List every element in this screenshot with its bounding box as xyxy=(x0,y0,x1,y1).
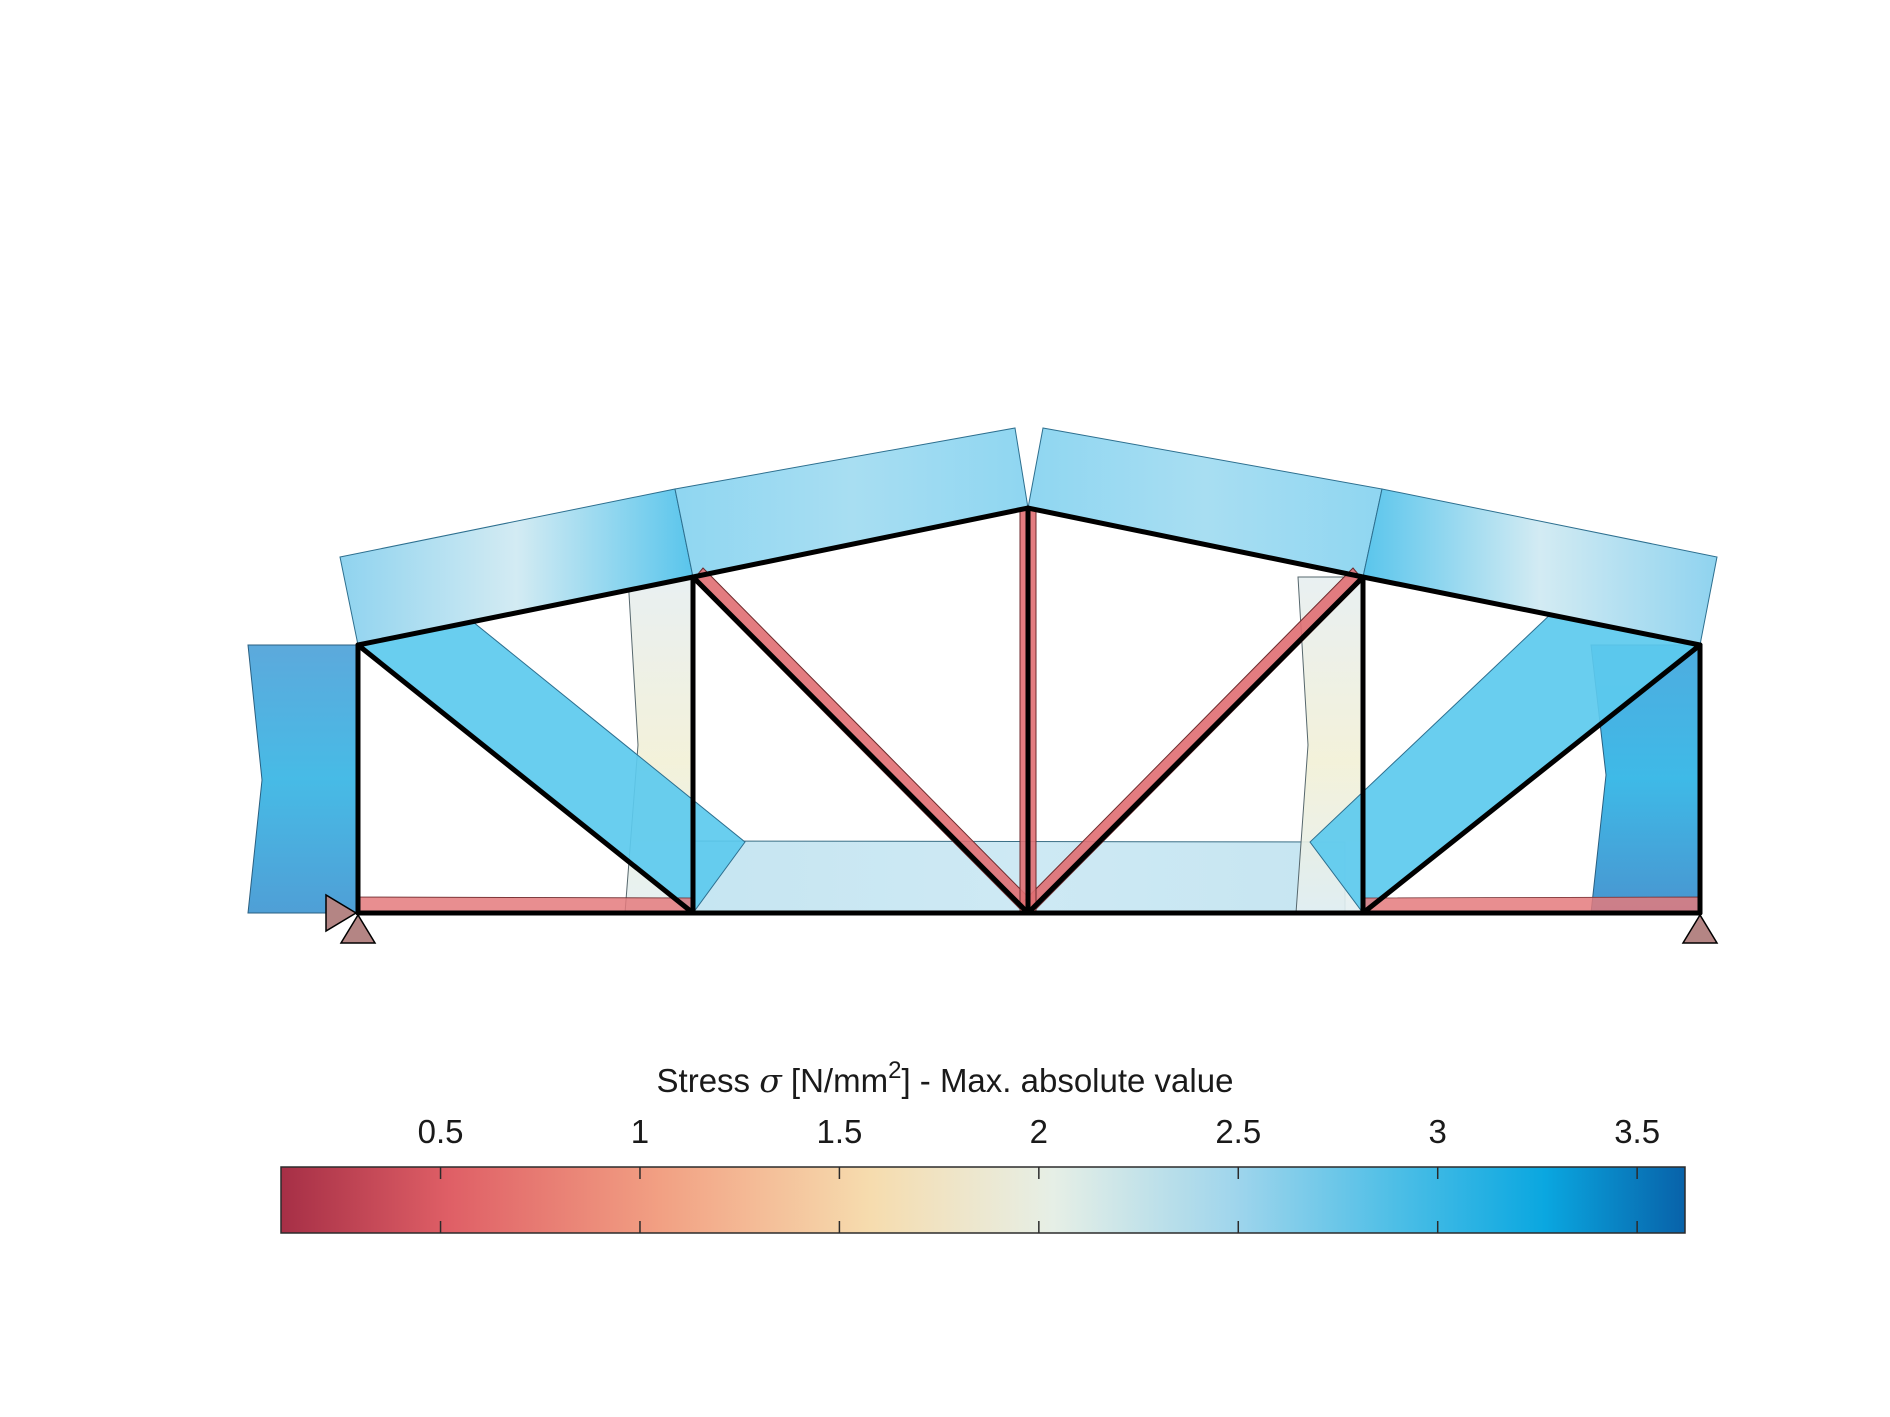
member-diagonal-2 xyxy=(690,574,1031,916)
member-diagonal-4 xyxy=(1360,642,1703,916)
member-diagonal-1 xyxy=(355,642,696,916)
band-top-chord-3 xyxy=(1027,427,1383,578)
colorbar: Stress σ [N/mm2] - Max. absolute value 0… xyxy=(280,1057,1686,1234)
colorbar-gradient xyxy=(280,1166,1686,1234)
colorbar-tick-label: 3.5 xyxy=(1614,1113,1660,1150)
supports xyxy=(325,893,1719,944)
member-diagonal-3 xyxy=(1025,574,1366,916)
colorbar-ticks: 0.5 1 1.5 2 2.5 3 3.5 xyxy=(418,1113,1660,1233)
support-left-horizontal xyxy=(325,893,358,933)
stress-bands xyxy=(247,427,1718,914)
colorbar-tick-label: 3 xyxy=(1429,1113,1447,1150)
colorbar-tick-label: 1 xyxy=(631,1113,649,1150)
colorbar-tick-label: 2 xyxy=(1030,1113,1048,1150)
member-top-chord xyxy=(355,505,1703,648)
support-left-pin xyxy=(339,913,377,944)
colorbar-tick-label: 0.5 xyxy=(418,1113,464,1150)
support-right-roller xyxy=(1681,913,1719,944)
colorbar-tick-label: 2.5 xyxy=(1215,1113,1261,1150)
band-top-chord-2 xyxy=(674,427,1029,578)
band-top-chord-4 xyxy=(1362,488,1718,646)
truss-members xyxy=(355,505,1703,916)
band-left-post xyxy=(247,644,359,914)
colorbar-title: Stress σ [N/mm2] - Max. absolute value xyxy=(657,1057,1234,1100)
colorbar-tick-label: 1.5 xyxy=(816,1113,862,1150)
